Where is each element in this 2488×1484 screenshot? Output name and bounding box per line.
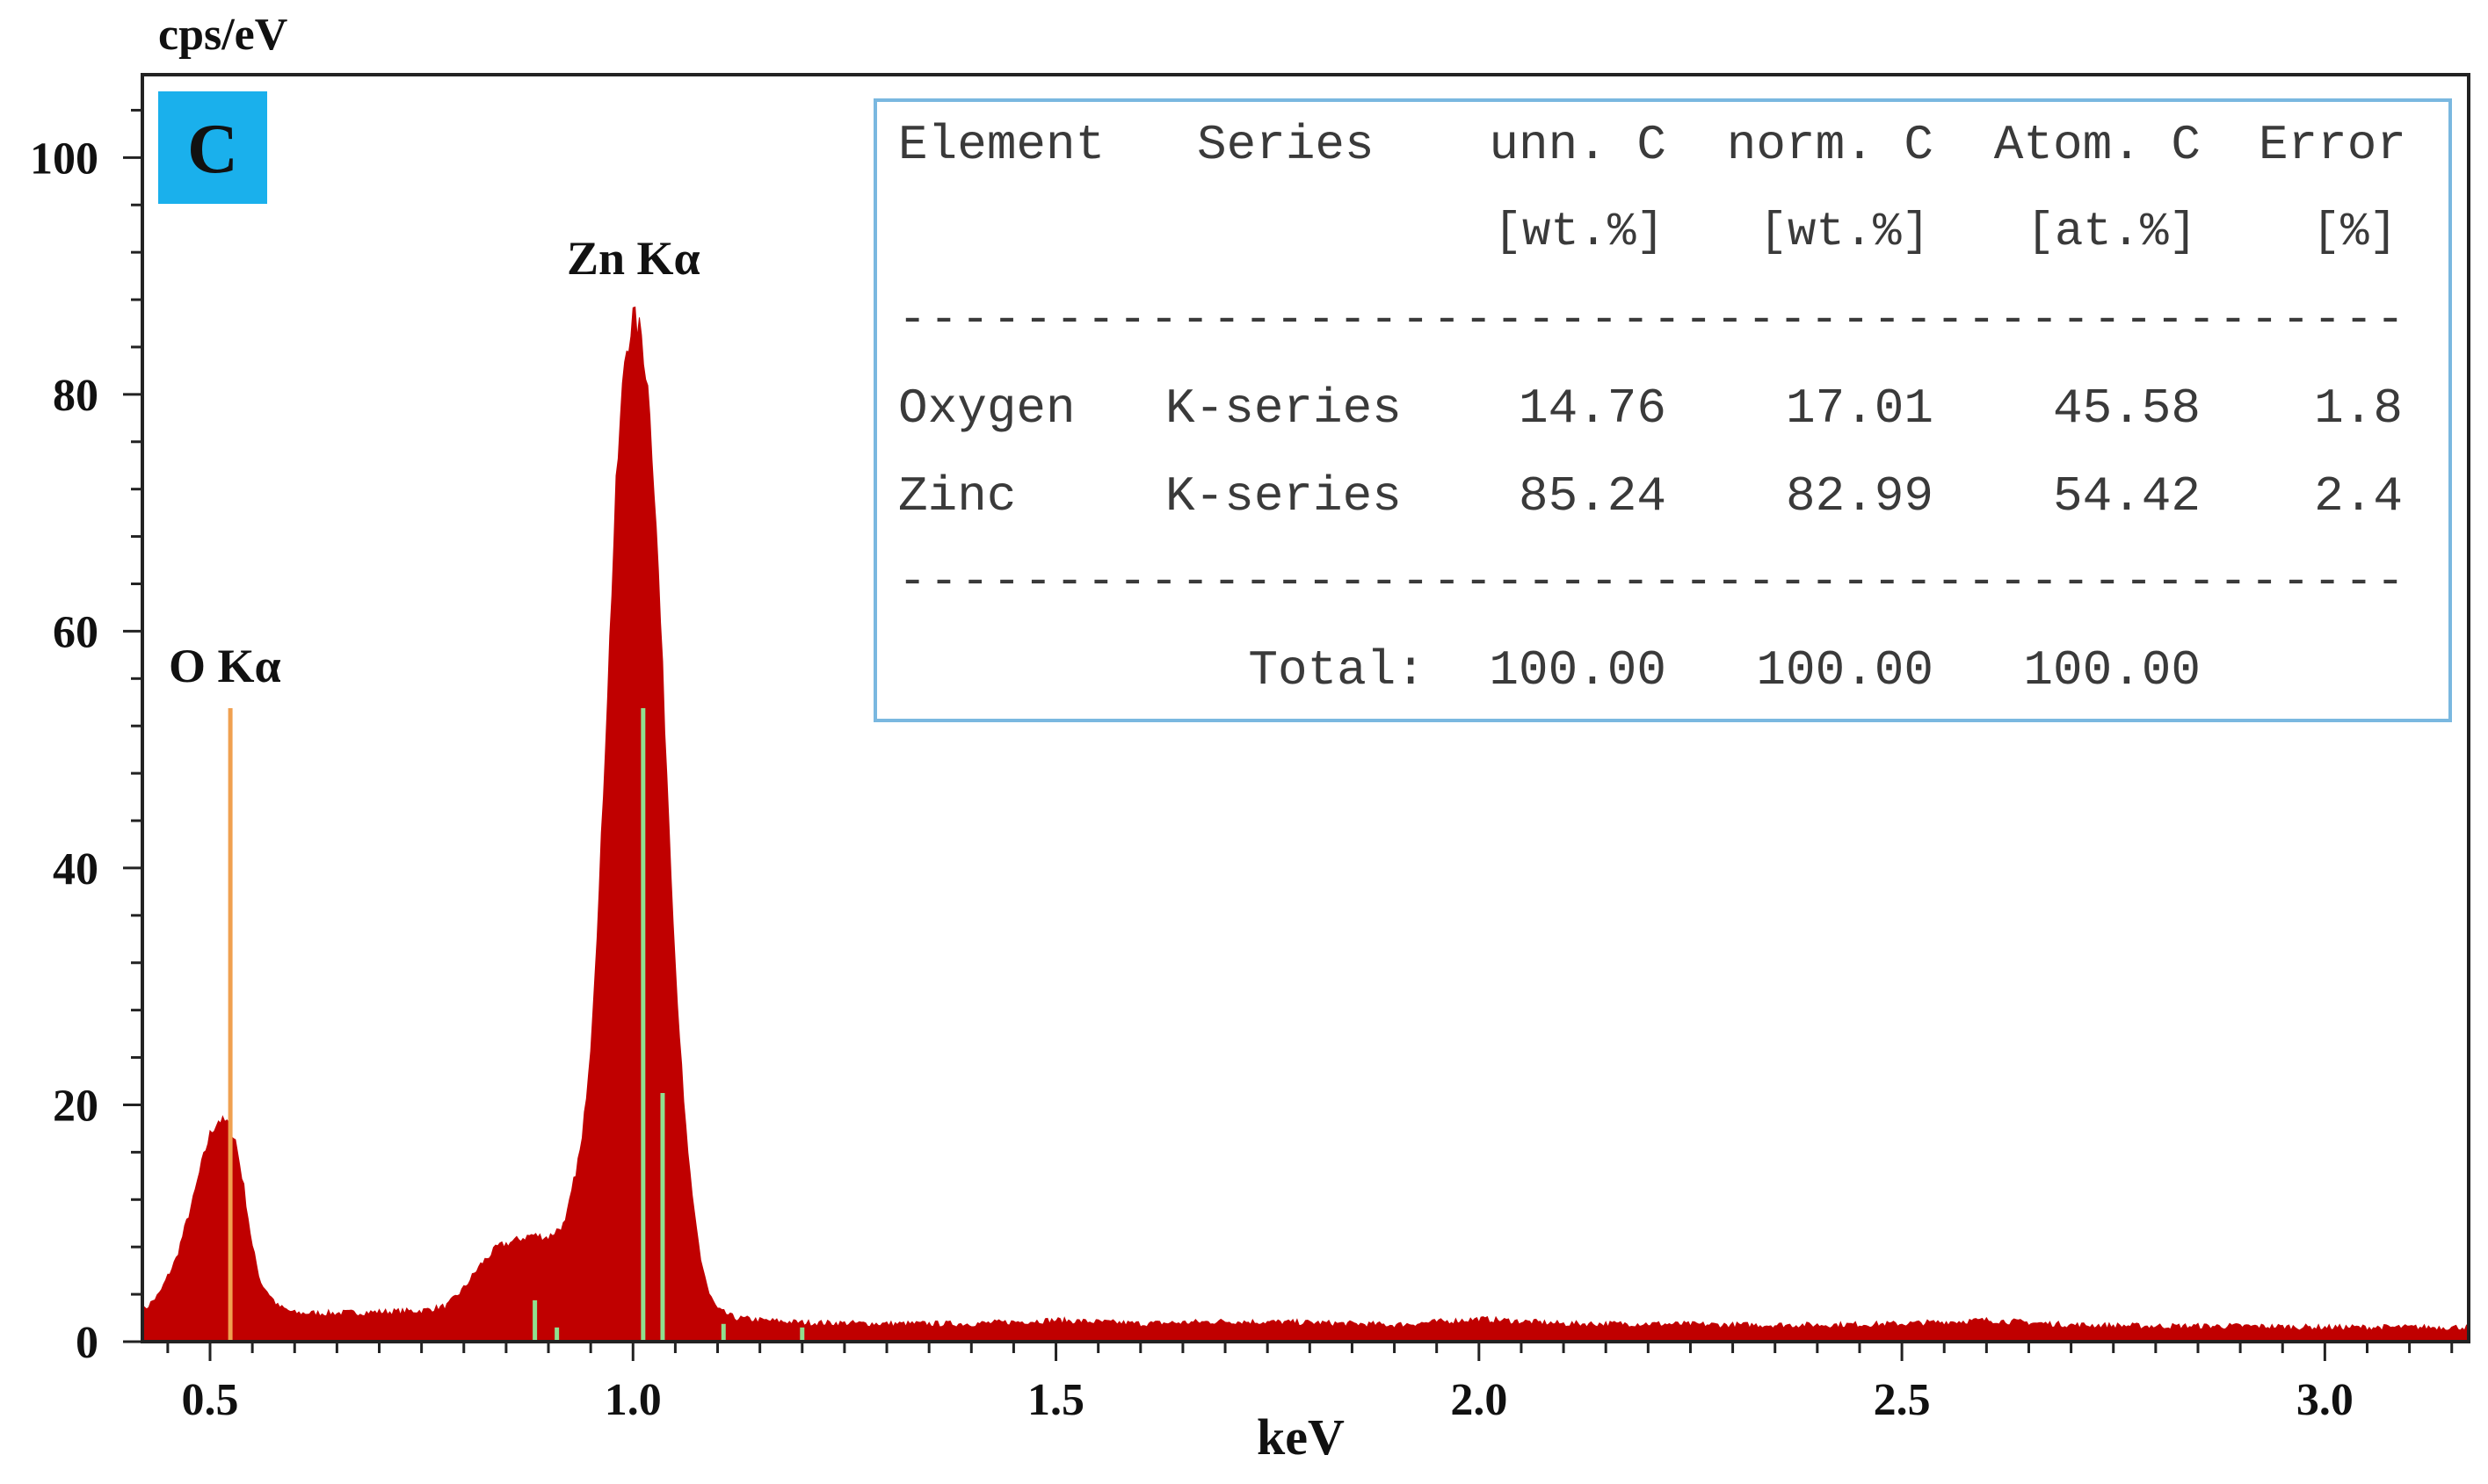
- table-unit-norm: [wt.%]: [1759, 206, 1930, 259]
- spectrum-area: [141, 306, 2470, 1343]
- y-tick-label: 40: [53, 844, 98, 894]
- table-header-series: Series: [1197, 117, 1375, 173]
- y-tick-label: 80: [53, 371, 98, 421]
- zn-peak-label: Zn Kα: [567, 232, 700, 285]
- y-tick-label: 60: [53, 607, 98, 657]
- x-axis-label: keV: [1257, 1408, 1345, 1466]
- table-header-element: Element: [898, 117, 1105, 173]
- table-border: [874, 98, 2452, 722]
- table-cell-series: K-series: [1165, 380, 1402, 437]
- y-axis-label: cps/eV: [158, 10, 287, 60]
- table-cell-atom: 45.58: [2053, 380, 2201, 437]
- table-cell-norm: 17.01: [1786, 380, 1933, 437]
- x-axis-ticks: 0.5 1.0 1.5 2.0 2.5 3.0: [166, 1342, 2454, 1425]
- table-cell-norm: 82.99: [1786, 468, 1933, 525]
- x-tick-label: 1.5: [1027, 1375, 1084, 1425]
- plot-frame: [141, 73, 2470, 1343]
- table-cell-unn: 14.76: [1519, 380, 1666, 437]
- table-unit-unn: [wt.%]: [1494, 206, 1665, 259]
- table-header-unn: unn. C: [1489, 117, 1666, 173]
- table-cell-element: Zinc: [898, 468, 1016, 525]
- y-tick-label: 0: [76, 1318, 98, 1368]
- table-cell-error: 2.4: [2314, 468, 2403, 525]
- table-cell-element: Oxygen: [898, 380, 1076, 437]
- table-cell-unn: 85.24: [1519, 468, 1666, 525]
- table-total-norm: 100.00: [1756, 642, 1933, 699]
- y-tick-label: 100: [30, 134, 98, 184]
- table-cell-series: K-series: [1165, 468, 1402, 525]
- table-cell-atom: 54.42: [2053, 468, 2201, 525]
- o-peak-label: O Kα: [169, 640, 281, 692]
- panel-badge-label: C: [187, 111, 238, 188]
- table-total-atom: 100.00: [2023, 642, 2201, 699]
- table-unit-atom: [at.%]: [2027, 206, 2197, 259]
- quantification-table: Element Series unn. C norm. C Atom. C Er…: [874, 98, 2452, 722]
- table-header-error: Error: [2259, 117, 2406, 173]
- x-tick-label: 2.5: [1874, 1375, 1931, 1425]
- x-tick-label: 1.0: [605, 1375, 662, 1425]
- x-tick-label: 3.0: [2296, 1375, 2354, 1425]
- x-tick-label: 2.0: [1450, 1375, 1507, 1425]
- table-total-unn: 100.00: [1489, 642, 1666, 699]
- table-header-atom: Atom. C: [1994, 117, 2201, 173]
- x-tick-label: 0.5: [182, 1375, 239, 1425]
- y-axis-ticks: 0 20 40 60 80 100: [30, 108, 142, 1368]
- panel-badge: [158, 91, 267, 204]
- element-marker-lines: [228, 708, 805, 1342]
- table-header-norm: norm. C: [1727, 117, 1933, 173]
- table-cell-error: 1.8: [2314, 380, 2403, 437]
- table-total-label: Total:: [1248, 642, 1425, 699]
- y-tick-label: 20: [53, 1081, 98, 1131]
- table-unit-error: [%]: [2312, 206, 2397, 259]
